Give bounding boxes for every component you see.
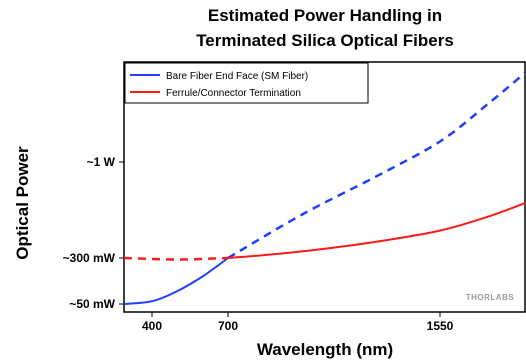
legend-box: [124, 62, 369, 104]
y-tick-label: ~50 mW: [69, 297, 115, 311]
x-axis-label: Wavelength (nm): [256, 340, 394, 359]
series-0-solid-line: [123, 257, 229, 305]
legend-label-0: Bare Fiber End Face (SM Fiber): [166, 71, 308, 82]
y-tick-label: ~300 mW: [63, 251, 116, 265]
chart-title-line-2: Terminated Silica Optical Fibers: [196, 31, 454, 50]
series-1-dashed-line: [123, 256, 229, 261]
watermark-logo: THORLABS: [466, 293, 515, 302]
y-tick-label: ~1 W: [87, 155, 116, 169]
x-tick-label: 1550: [427, 319, 454, 333]
legend-label-1: Ferrule/Connector Termination: [166, 88, 301, 99]
x-tick-label: 400: [142, 319, 162, 333]
series-1-solid-line: [227, 202, 526, 259]
plot-frame: [123, 61, 526, 313]
x-tick-label: 700: [218, 319, 238, 333]
chart-title-line-1: Estimated Power Handling in: [207, 6, 443, 25]
legend: Bare Fiber End Face (SM Fiber) Ferrule/Co…: [124, 62, 369, 104]
